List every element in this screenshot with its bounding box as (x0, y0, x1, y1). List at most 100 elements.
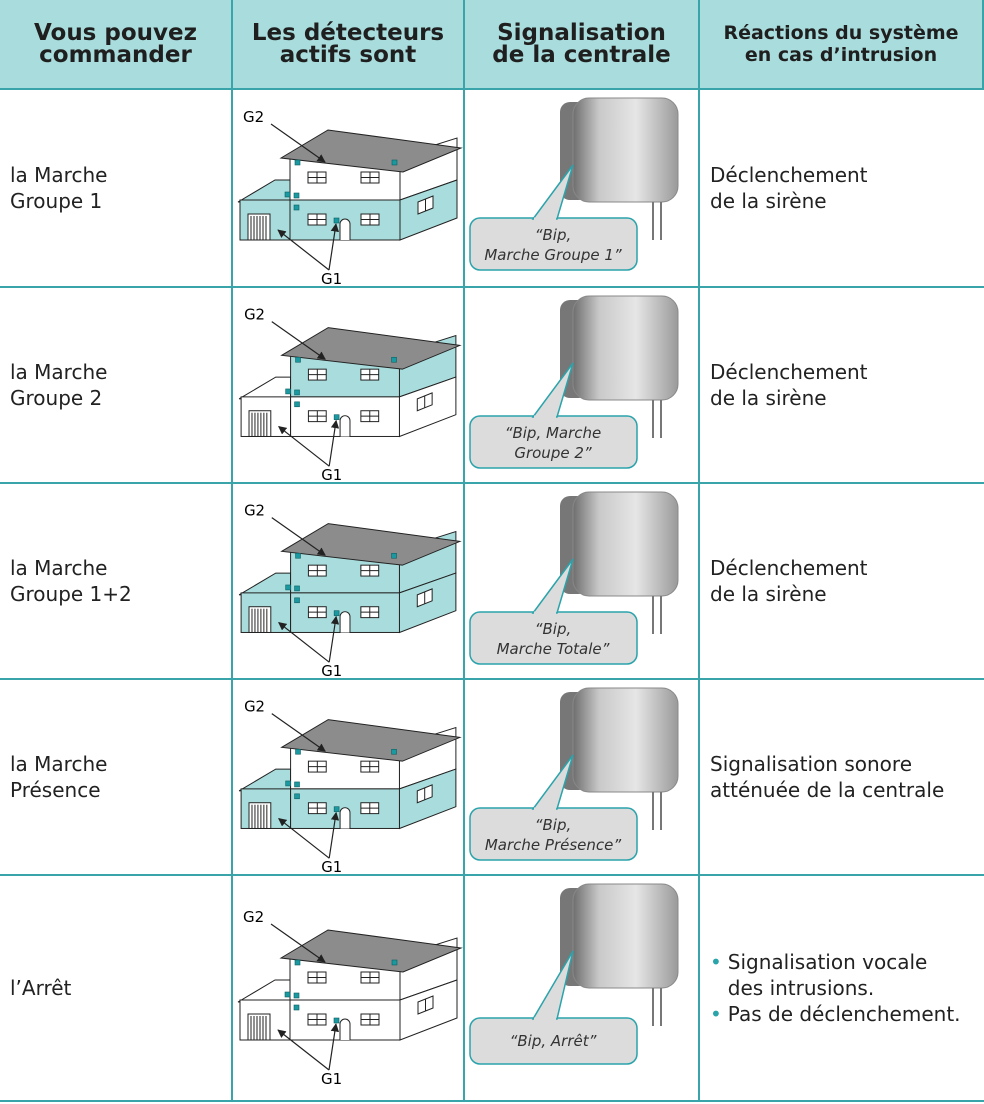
drawing-part (391, 748, 397, 755)
bubble-text: “Bip, (535, 620, 572, 638)
drawing-part (278, 818, 330, 859)
group-label: G2 (243, 108, 264, 126)
drawing-part (270, 923, 326, 963)
drawing-part (391, 159, 398, 166)
drawing-part (339, 807, 351, 829)
drawing-part (294, 597, 300, 604)
central-drawing: “Bip, Marche Présence” (469, 687, 679, 861)
group-label: G2 (244, 503, 265, 520)
group-label: G1 (321, 270, 342, 286)
bubble-text: Marche Groupe 1” (484, 246, 622, 264)
reaction-cell: Signalisation sonore atténuée de la centr… (700, 680, 984, 876)
drawing-part (284, 191, 291, 198)
drawing-part (280, 719, 462, 762)
drawing-part (328, 223, 340, 271)
bullet-item: • Pas de déclenchement. (710, 1001, 984, 1027)
central-cell: “Bip, Marche Présence” (465, 680, 700, 876)
bubble-text: Groupe 2” (514, 444, 592, 462)
drawing-part (248, 802, 272, 829)
bullet-dot: • (710, 1002, 722, 1026)
drawing-part (391, 552, 397, 559)
drawing-part (271, 713, 326, 752)
bullet-text: Signalisation vocale des intrusions. (728, 949, 928, 1001)
command-text: Groupe 2 (10, 386, 103, 410)
command-text: Groupe 1 (10, 189, 103, 213)
header-text: Les détecteurs (251, 20, 445, 46)
central-drawing: “Bip, Marche Totale” (469, 491, 679, 665)
command-cell: la Marche Groupe 1 (0, 90, 233, 288)
header-text: Réactions du système (723, 22, 959, 44)
bubble-text: “Bip, Marche (505, 424, 602, 442)
drawing-part (238, 376, 292, 400)
command-text: Présence (10, 778, 101, 802)
drawing-part (328, 615, 340, 663)
drawing-part (294, 781, 300, 788)
drawing-part (339, 415, 351, 437)
drawing-part (295, 356, 301, 363)
reaction-text: Pas de déclenchement. (727, 1002, 961, 1026)
reaction-text: de la sirène (710, 386, 827, 410)
header-text: actifs sont (279, 42, 417, 68)
header-text: Vous pouvez (33, 20, 198, 46)
bubble-text: “Bip, (535, 816, 572, 834)
drawing-part (278, 426, 330, 467)
drawing-part (339, 218, 351, 240)
drawing-part (295, 552, 301, 559)
command-text: la Marche (10, 360, 108, 384)
bullet-text: Pas de déclenchement. (728, 1001, 961, 1027)
group-label: G2 (243, 908, 264, 926)
drawing-part (572, 97, 679, 203)
header-text: commander (39, 42, 192, 68)
house-cell: G2 G1 (233, 90, 465, 288)
central-cell: “Bip, Marche Groupe 2” (465, 288, 700, 484)
command-text: la Marche (10, 556, 108, 580)
drawing-part (339, 611, 351, 633)
bubble-text: Marche Totale” (497, 640, 610, 658)
drawing-part (279, 129, 463, 173)
drawing-part (248, 606, 272, 633)
reaction-text: Déclenchement (710, 360, 868, 384)
drawing-part (237, 179, 291, 203)
drawing-part (271, 321, 326, 360)
drawing-part (277, 1029, 330, 1071)
command-text: la Marche (10, 163, 108, 187)
house-cell: G2 G1 (233, 288, 465, 484)
central-cell: “Bip, Arrêt” (465, 876, 700, 1102)
reaction-text: Signalisation sonore (710, 752, 912, 776)
central-cell: “Bip, Marche Groupe 1” (465, 90, 700, 288)
reaction-text: de la sirène (710, 189, 827, 213)
house-drawing: G2 G1 (237, 908, 463, 1088)
drawing-part (237, 979, 291, 1003)
group-label: G2 (244, 307, 265, 324)
command-cell: la Marche Groupe 1+2 (0, 484, 233, 680)
house-cell: G2 G1 (233, 876, 465, 1102)
command-text: Groupe 1+2 (10, 582, 132, 606)
header-text: en cas d’intrusion (744, 44, 938, 66)
command-text: la Marche (10, 752, 108, 776)
group-label: G1 (321, 859, 342, 874)
drawing-part (270, 123, 326, 163)
drawing-part (294, 159, 301, 166)
reaction-cell: Déclenchement de la sirène (700, 90, 984, 288)
drawing-part (572, 491, 679, 597)
drawing-part (238, 768, 292, 792)
header-text: Signalisation (497, 20, 666, 46)
drawing-part (391, 356, 397, 363)
drawing-part (280, 523, 462, 566)
drawing-part (293, 992, 300, 999)
group-label: G2 (244, 699, 265, 716)
central-drawing: “Bip, Marche Groupe 1” (469, 97, 679, 271)
reaction-text: Déclenchement (710, 163, 868, 187)
house-drawing: G2 G1 (238, 307, 462, 484)
drawing-part (238, 572, 292, 596)
drawing-part (285, 584, 291, 591)
drawing-part (294, 389, 300, 396)
drawing-part (278, 622, 330, 663)
house-drawing: G2 G1 (237, 108, 463, 288)
reaction-text: des intrusions. (727, 976, 875, 1000)
drawing-part (295, 748, 301, 755)
drawing-part (572, 687, 679, 793)
drawing-part (391, 959, 398, 966)
header-cell: Réactions du système en cas d’intrusion (700, 0, 984, 90)
